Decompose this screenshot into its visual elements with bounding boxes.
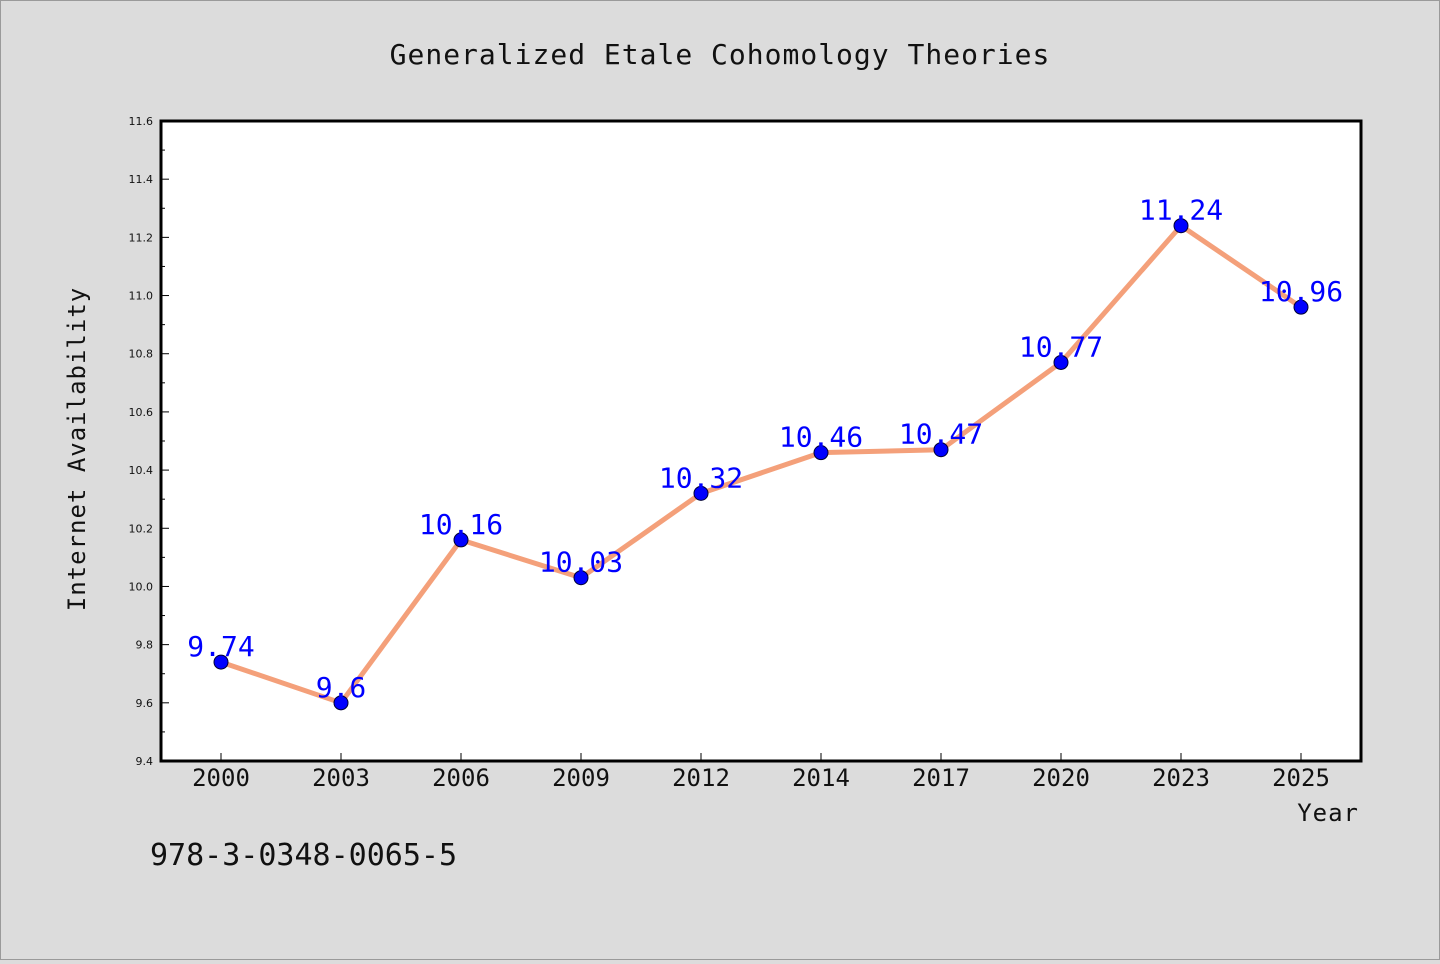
data-point [813,445,829,461]
y-tick-label: 11.6 [129,115,154,128]
x-tick-label: 2017 [912,764,970,792]
data-point [933,442,949,458]
isbn-footer: 978-3-0348-0065-5 [150,838,457,873]
data-label: 10.32 [659,461,743,494]
data-label: 10.77 [1019,330,1103,363]
chart-title: Generalized Etale Cohomology Theories [390,38,1051,71]
data-point [453,532,469,548]
data-point [693,485,709,501]
data-point [333,695,349,711]
data-label: 10.03 [539,546,623,579]
y-tick-label: 10.0 [129,580,154,593]
x-tick-label: 2003 [312,764,370,792]
y-tick-label: 9.6 [136,697,154,710]
data-label: 10.96 [1259,275,1343,308]
x-axis-ticks: 2000 2003 2006 2009 2012 2014 2017 2020 2023 2025 [192,753,1330,792]
x-axis-label: Year [1297,799,1359,827]
y-tick-label: 10.2 [129,522,154,535]
data-label: 9.6 [316,671,367,704]
data-label: 11.24 [1139,194,1223,227]
x-tick-label: 2023 [1152,764,1210,792]
x-tick-label: 2012 [672,764,730,792]
x-tick-label: 2009 [552,764,610,792]
y-tick-label: 11.4 [129,173,154,186]
y-tick-label: 9.8 [136,639,154,652]
y-tick-label: 9.4 [136,755,154,768]
data-point [213,654,229,670]
data-label: 10.47 [899,418,983,451]
y-tick-label: 10.4 [129,464,154,477]
series-line [218,223,1304,706]
x-tick-label: 2006 [432,764,490,792]
y-tick-label: 11.2 [129,231,154,244]
y-axis-ticks: 9.4 9.6 9.8 10.0 10.2 10.4 10.6 10.8 11.0 11.2 11.… [129,115,169,768]
x-tick-label: 2000 [192,764,250,792]
x-tick-label: 2014 [792,764,850,792]
y-tick-label: 10.8 [129,348,154,361]
data-label: 10.16 [419,508,503,541]
y-tick-label: 10.6 [129,406,154,419]
data-point [573,570,589,586]
data-label: 10.46 [779,421,863,454]
data-label: 9.74 [187,630,254,663]
plot-area [159,119,1363,763]
x-tick-label: 2020 [1032,764,1090,792]
x-tick-label: 2025 [1272,764,1330,792]
y-axis-label: Internet Availability [63,287,91,611]
y-tick-label: 11.0 [129,290,154,303]
data-point [1293,299,1309,315]
data-point [1173,218,1189,234]
data-point [1053,354,1069,370]
series-layer: 9.74 9.6 10.16 10.03 10.32 10.46 10.47 10.77 11.… [187,194,1343,711]
